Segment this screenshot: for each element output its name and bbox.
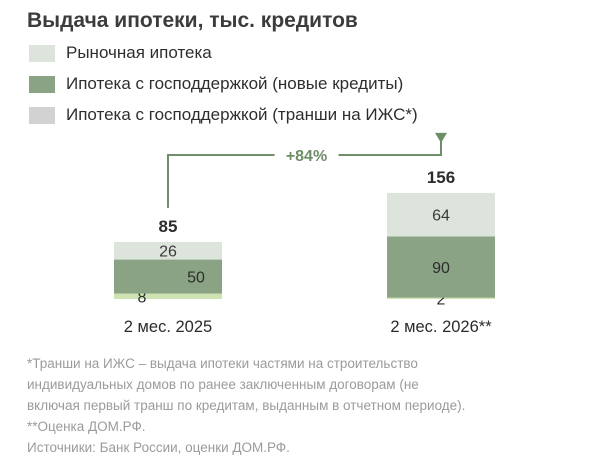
legend-label-tranches: Ипотека с господдержкой (транши на ИЖС*) bbox=[66, 105, 418, 124]
total-label: 156 bbox=[427, 168, 455, 187]
bar-segment bbox=[387, 297, 495, 299]
legend-item-tranches: Ипотека с господдержкой (транши на ИЖС*) bbox=[29, 105, 418, 124]
legend-label-gov-new: Ипотека с господдержкой (новые кредиты) bbox=[66, 74, 404, 93]
growth-label-bg bbox=[274, 143, 339, 167]
legend-swatch-gov-new bbox=[29, 75, 55, 93]
legend-swatch-market bbox=[29, 44, 55, 62]
bar-segment bbox=[114, 241, 222, 260]
legend-label-market: Рыночная ипотека bbox=[66, 43, 212, 62]
legend-item-market: Рыночная ипотека bbox=[29, 43, 418, 62]
chart-title: Выдача ипотеки, тыс. кредитов bbox=[27, 9, 358, 32]
data-label: 90 bbox=[432, 260, 450, 277]
legend: Рыночная ипотека Ипотека с господдержкой… bbox=[29, 43, 418, 137]
footnotes: *Транши на ИЖС – выдача ипотеки частями … bbox=[27, 353, 587, 458]
category-label: 2 мес. 2026** bbox=[390, 318, 492, 336]
bar-segment bbox=[114, 293, 222, 299]
growth-arrow-head bbox=[435, 132, 447, 143]
total-label: 85 bbox=[159, 217, 178, 236]
legend-swatch-tranches bbox=[29, 106, 55, 124]
data-label: 64 bbox=[432, 208, 450, 225]
bar-segment bbox=[387, 236, 495, 298]
growth-label: +84% bbox=[286, 148, 327, 165]
bar-segment bbox=[114, 259, 222, 294]
data-label: 26 bbox=[159, 244, 177, 261]
category-label: 2 мес. 2025 bbox=[124, 318, 212, 336]
data-label: 2 bbox=[437, 291, 446, 308]
footnote-line: Источники: Банк России, оценки ДОМ.РФ. bbox=[27, 440, 290, 455]
legend-item-gov-new: Ипотека с господдержкой (новые кредиты) bbox=[29, 74, 418, 93]
data-label: 50 bbox=[187, 270, 205, 287]
bar-segment bbox=[387, 192, 495, 237]
footnote-line: *Транши на ИЖС – выдача ипотеки частями … bbox=[27, 356, 418, 371]
data-label: 8 bbox=[138, 289, 147, 306]
footnote-line: **Оценка ДОМ.РФ. bbox=[27, 419, 146, 434]
footnote-line: включая первый транш по кредитам, выданн… bbox=[27, 398, 466, 413]
footnote-line: индивидуальных домов по ранее заключенны… bbox=[27, 377, 419, 392]
